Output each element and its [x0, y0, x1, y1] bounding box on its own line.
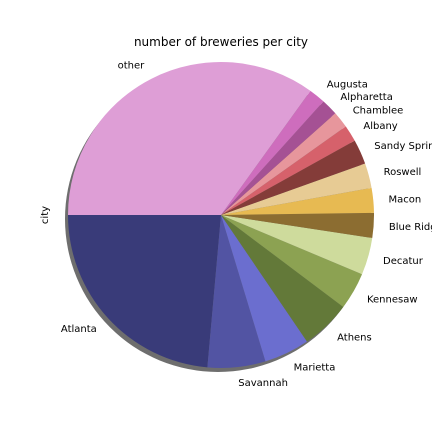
pie-label-decatur: Decatur — [383, 256, 424, 267]
pie-label-augusta: Augusta — [327, 80, 368, 91]
pie-slices — [67, 61, 375, 368]
pie-slice-decatur — [221, 215, 373, 275]
pie-slice-macon — [221, 187, 374, 215]
pie-label-savannah: Savannah — [238, 378, 288, 389]
pie-slice-albany — [221, 126, 355, 215]
pie-slice-alpharetta — [221, 101, 336, 215]
pie-slice-roswell — [221, 163, 372, 215]
pie-label-athens: Athens — [337, 332, 372, 343]
pie-slice-other — [67, 61, 311, 215]
y-axis-label: city — [40, 206, 51, 224]
pie-label-macon: Macon — [389, 194, 422, 205]
pie-label-alpharetta: Alpharetta — [340, 92, 392, 103]
pie-slice-atlanta — [68, 215, 221, 368]
pie-slice-kennesaw — [221, 215, 363, 307]
pie-slice-sandy-springs — [221, 140, 366, 215]
pie-slice-chamblee — [221, 113, 346, 215]
pie-slice-marietta — [221, 215, 307, 362]
pie-label-other: other — [118, 61, 146, 72]
pie-slice-augusta — [221, 90, 324, 215]
pie-label-atlanta: Atlanta — [61, 324, 97, 335]
pie-label-kennesaw: Kennesaw — [367, 294, 418, 305]
pie-label-blue-ridge: Blue Ridge — [389, 222, 432, 233]
pie-label-marietta: Marietta — [294, 362, 336, 373]
pie-label-sandy-springs: Sandy Springs — [374, 141, 432, 152]
pie-label-chamblee: Chamblee — [353, 106, 404, 117]
pie-slice-athens — [221, 215, 344, 342]
pie-slice-blue-ridge — [221, 212, 375, 238]
pie-label-albany: Albany — [363, 121, 397, 132]
pie-slice-savannah — [207, 215, 266, 368]
chart-title: number of breweries per city — [134, 35, 308, 49]
pie-label-roswell: Roswell — [384, 167, 422, 178]
pie-labels: Atlanta Savannah Marietta Athens Kennesaw Dec… — [61, 61, 432, 389]
